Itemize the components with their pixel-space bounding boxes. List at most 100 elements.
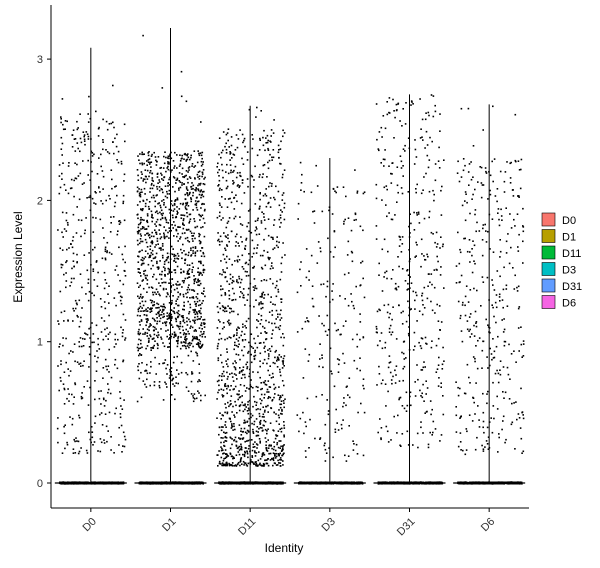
data-point xyxy=(224,436,226,439)
data-point xyxy=(259,442,261,444)
data-point xyxy=(226,454,229,457)
data-point xyxy=(121,335,124,338)
data-point xyxy=(120,160,123,163)
data-point xyxy=(269,452,272,455)
data-point xyxy=(155,231,157,234)
data-point xyxy=(242,366,245,368)
data-point xyxy=(277,446,280,449)
data-point xyxy=(163,260,166,263)
data-point xyxy=(264,420,267,423)
data-point xyxy=(107,430,109,432)
data-point xyxy=(136,314,139,317)
data-point xyxy=(66,260,68,262)
data-point xyxy=(171,204,174,207)
data-point xyxy=(77,452,80,455)
data-point xyxy=(165,383,167,385)
data-point xyxy=(138,338,140,341)
data-point xyxy=(200,260,202,263)
data-point xyxy=(182,319,185,321)
data-point xyxy=(108,411,111,414)
data-point xyxy=(193,275,195,277)
data-point xyxy=(67,192,70,195)
data-point xyxy=(147,263,150,266)
data-point xyxy=(188,341,191,344)
data-point xyxy=(163,176,166,178)
data-point xyxy=(65,261,67,264)
data-point xyxy=(196,225,199,228)
data-point xyxy=(154,256,157,258)
data-point xyxy=(120,326,122,329)
data-point xyxy=(155,373,157,375)
data-point xyxy=(218,375,221,377)
data-point xyxy=(157,334,160,336)
data-point xyxy=(226,132,229,134)
data-point xyxy=(281,410,283,412)
data-point xyxy=(109,198,111,200)
data-point xyxy=(99,218,102,221)
data-point xyxy=(171,253,174,256)
zero-point xyxy=(87,482,90,485)
data-point xyxy=(231,263,233,266)
data-point xyxy=(190,197,192,199)
data-point xyxy=(247,287,250,290)
data-point xyxy=(185,386,188,389)
data-point xyxy=(262,136,264,139)
data-point xyxy=(150,184,153,186)
data-point xyxy=(79,362,82,365)
data-point xyxy=(79,337,82,339)
data-point xyxy=(68,400,70,402)
data-point xyxy=(115,304,117,307)
data-point xyxy=(193,232,195,235)
data-point xyxy=(218,302,221,304)
data-point xyxy=(189,303,191,306)
data-point xyxy=(237,461,240,464)
data-point xyxy=(172,186,174,188)
data-point xyxy=(185,160,187,162)
data-point xyxy=(220,437,222,439)
data-point xyxy=(137,271,140,273)
data-point xyxy=(198,152,200,155)
data-point xyxy=(102,139,104,141)
data-point xyxy=(254,351,256,354)
data-point xyxy=(204,394,206,397)
data-point xyxy=(102,141,104,143)
data-point xyxy=(158,202,160,204)
data-point xyxy=(136,346,139,349)
data-point xyxy=(89,337,91,339)
data-point xyxy=(222,426,224,428)
data-point xyxy=(184,262,186,265)
data-point xyxy=(167,261,170,264)
data-point xyxy=(105,149,107,151)
data-point xyxy=(141,153,143,156)
data-point xyxy=(155,307,157,309)
data-point xyxy=(184,258,187,261)
data-point xyxy=(197,189,200,192)
data-point xyxy=(270,135,272,137)
data-point xyxy=(80,395,83,398)
data-point xyxy=(238,409,241,412)
data-point xyxy=(141,209,144,212)
data-point xyxy=(158,186,161,188)
data-point xyxy=(141,162,143,164)
data-point xyxy=(60,116,62,118)
data-point xyxy=(148,256,150,259)
data-point xyxy=(197,284,199,286)
data-point xyxy=(106,250,108,252)
data-point xyxy=(179,160,182,162)
data-point xyxy=(233,217,235,220)
data-point xyxy=(149,334,151,336)
data-point xyxy=(139,302,141,305)
data-point xyxy=(186,345,189,347)
data-point xyxy=(77,127,79,129)
data-point xyxy=(124,261,126,264)
data-point xyxy=(229,322,232,325)
data-point xyxy=(151,214,153,217)
data-point xyxy=(77,316,79,318)
data-point xyxy=(198,235,200,238)
data-point xyxy=(167,329,169,331)
data-point xyxy=(83,360,85,362)
data-point xyxy=(241,224,244,226)
data-point xyxy=(259,398,261,400)
data-point xyxy=(239,358,241,361)
data-point xyxy=(65,219,68,222)
